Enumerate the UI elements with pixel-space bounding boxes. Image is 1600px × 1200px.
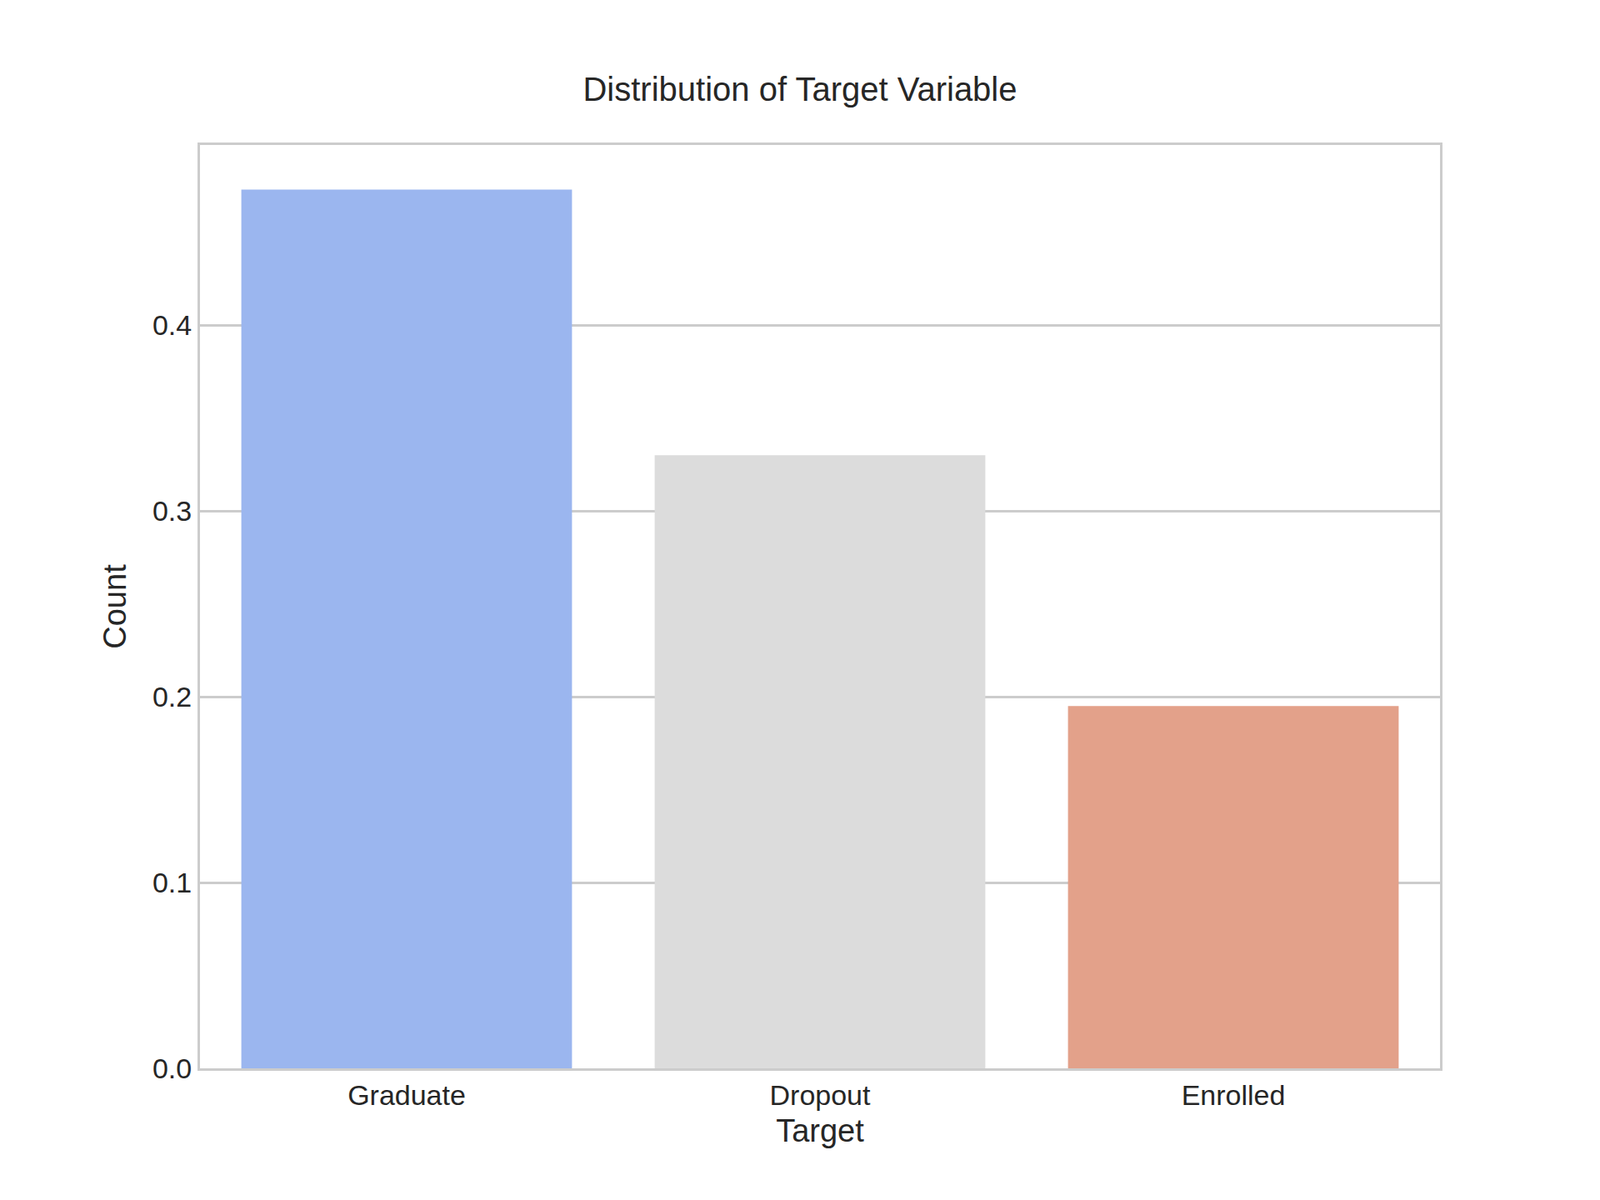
svg-text:Count: Count [97,564,133,650]
svg-text:Graduate: Graduate [347,1079,466,1111]
svg-text:0.4: 0.4 [152,309,192,341]
svg-text:0.3: 0.3 [152,495,192,527]
svg-text:0.0: 0.0 [152,1052,192,1085]
svg-text:0.2: 0.2 [152,680,192,713]
svg-text:Target: Target [775,1113,865,1149]
svg-text:Dropout: Dropout [770,1079,872,1111]
svg-text:Enrolled: Enrolled [1181,1079,1286,1111]
svg-text:Distribution of Target Variabl: Distribution of Target Variable [582,70,1017,108]
svg-text:0.1: 0.1 [152,866,192,899]
